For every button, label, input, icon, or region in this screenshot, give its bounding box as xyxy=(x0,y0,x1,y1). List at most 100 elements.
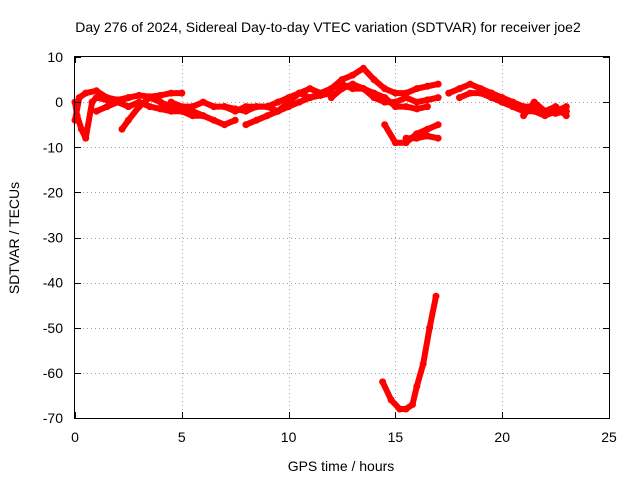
data-point xyxy=(434,80,442,88)
y-tick-label: -30 xyxy=(43,230,63,246)
data-point xyxy=(306,94,314,102)
data-point xyxy=(146,94,154,102)
data-point xyxy=(413,382,421,390)
data-point xyxy=(520,112,528,120)
series-line-track-9 xyxy=(328,81,431,112)
data-point xyxy=(434,121,442,129)
x-tick-label: 25 xyxy=(601,429,617,445)
y-tick-label: 0 xyxy=(55,94,63,110)
data-point xyxy=(327,85,335,93)
data-point xyxy=(488,89,495,97)
chart-title: Day 276 of 2024, Sidereal Day-to-day VTE… xyxy=(75,19,581,35)
data-point xyxy=(253,116,261,124)
data-point xyxy=(156,105,164,113)
data-point xyxy=(391,103,399,111)
data-point xyxy=(423,103,431,111)
data-point xyxy=(114,98,122,106)
data-point xyxy=(317,89,325,97)
data-point xyxy=(221,103,228,111)
data-point xyxy=(423,125,431,133)
data-point xyxy=(156,91,164,99)
data-point xyxy=(359,85,367,93)
data-point xyxy=(456,85,463,93)
data-point xyxy=(391,139,399,147)
data-point xyxy=(413,85,421,93)
data-point xyxy=(231,107,239,115)
data-point xyxy=(402,134,410,142)
data-point xyxy=(167,98,175,106)
data-point xyxy=(379,378,387,386)
data-point xyxy=(409,401,416,408)
data-point xyxy=(88,98,96,106)
data-point xyxy=(73,112,81,120)
data-point xyxy=(242,103,250,111)
data-point xyxy=(124,116,132,124)
data-point xyxy=(552,103,560,111)
data-point xyxy=(77,125,85,133)
data-point xyxy=(253,103,261,111)
data-point xyxy=(124,103,132,111)
data-point xyxy=(402,89,410,97)
series-group xyxy=(71,64,570,413)
data-point xyxy=(466,89,474,97)
data-point xyxy=(263,103,271,111)
data-point xyxy=(466,80,474,88)
data-point xyxy=(434,94,442,102)
y-tick-label: 10 xyxy=(47,49,63,65)
data-point xyxy=(210,116,218,124)
data-point xyxy=(396,405,404,413)
data-point xyxy=(432,292,440,300)
data-point xyxy=(306,85,314,93)
data-point xyxy=(274,98,282,106)
data-point xyxy=(381,85,389,93)
data-point xyxy=(419,360,427,368)
data-point xyxy=(295,89,303,97)
data-point xyxy=(370,89,378,97)
data-point xyxy=(423,82,431,90)
data-point xyxy=(402,103,410,111)
data-point xyxy=(92,107,100,115)
axis-ticks: 0 5 10 15 20 25 10 0 -10 -20 -30 -40 -50 -60 -70 xyxy=(43,49,617,445)
series-line-track-11 xyxy=(403,133,442,142)
data-point xyxy=(156,98,164,106)
data-point xyxy=(426,324,434,332)
data-point xyxy=(146,103,154,111)
y-tick-label: -40 xyxy=(43,275,63,291)
data-point xyxy=(387,396,395,404)
data-point xyxy=(178,89,186,97)
data-point xyxy=(413,98,421,106)
data-point xyxy=(210,103,218,111)
data-point xyxy=(359,64,367,72)
data-point xyxy=(402,405,410,413)
data-point xyxy=(231,116,239,124)
data-point xyxy=(103,96,111,104)
data-point xyxy=(124,94,132,102)
data-point xyxy=(274,107,282,115)
data-point xyxy=(199,98,207,106)
data-point xyxy=(135,103,143,111)
y-tick-label: -10 xyxy=(43,139,63,155)
data-point xyxy=(381,94,389,102)
data-point xyxy=(103,103,111,111)
data-point xyxy=(381,121,389,129)
data-point xyxy=(413,105,421,113)
data-point xyxy=(199,112,207,120)
y-tick-label: -60 xyxy=(43,365,63,381)
x-tick-label: 10 xyxy=(281,429,297,445)
data-point xyxy=(135,91,143,99)
data-point xyxy=(295,98,303,106)
x-axis-label: GPS time / hours xyxy=(288,458,395,474)
x-tick-label: 0 xyxy=(71,429,79,445)
data-point xyxy=(263,112,271,120)
data-point xyxy=(562,112,570,120)
data-point xyxy=(349,71,357,79)
data-point xyxy=(221,121,228,129)
data-point xyxy=(434,134,442,142)
data-point xyxy=(423,132,431,140)
data-point xyxy=(167,89,175,97)
y-tick-label: -70 xyxy=(43,410,63,426)
data-point xyxy=(189,103,196,111)
data-point xyxy=(92,87,100,95)
data-point xyxy=(338,76,346,84)
